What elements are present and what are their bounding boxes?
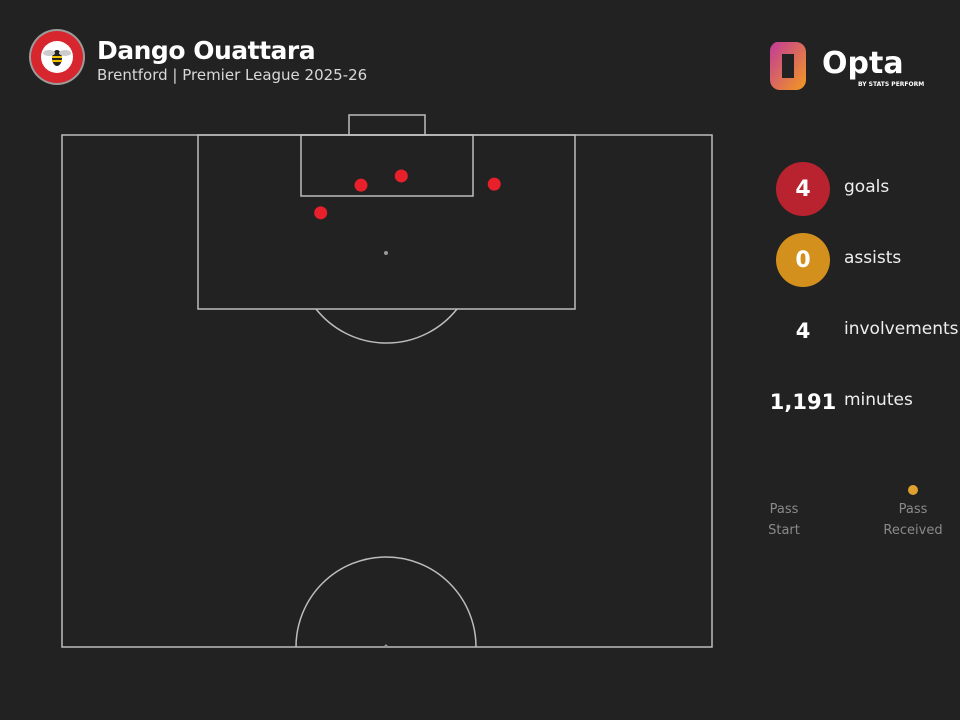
- goal-marker: [394, 169, 408, 183]
- goal-marker: [487, 177, 501, 191]
- brentford-badge: [29, 29, 85, 85]
- penalty-box: [197, 134, 576, 310]
- goal: [348, 114, 426, 136]
- six-yard-box: [300, 134, 474, 197]
- legend-start-line1: Pass: [769, 502, 799, 517]
- legend-end-line1: Pass: [898, 502, 928, 517]
- minutes-label: minutes: [844, 390, 913, 410]
- involvements-label: involvements: [844, 319, 959, 339]
- center-circle: [295, 556, 477, 648]
- penalty-arc: [315, 308, 458, 344]
- pass-end-dot: [908, 485, 918, 495]
- opta-byline: BY STATS PERFORM: [858, 81, 925, 88]
- stat-minutes: 1,191 minutes: [769, 375, 960, 429]
- minutes-value: 1,191: [769, 390, 837, 414]
- assists-label: assists: [844, 248, 902, 268]
- legend-pass-start: Pass Start: [758, 499, 810, 541]
- center-spot: [384, 644, 388, 648]
- goals-value: 4: [776, 162, 830, 216]
- involvements-value: 4: [795, 319, 811, 343]
- opta-logo: Opta BY STATS PERFORM: [768, 40, 924, 96]
- goal-marker: [354, 178, 368, 192]
- opta-mark-icon: [769, 42, 806, 90]
- goals-label: goals: [844, 177, 890, 197]
- penalty-spot: [384, 251, 388, 255]
- pitch-outline: [61, 134, 713, 648]
- legend-start-line2: Start: [768, 523, 800, 538]
- stat-goals: 4 goals: [776, 162, 960, 216]
- legend-end-line2: Received: [883, 523, 943, 538]
- goal-marker: [314, 206, 328, 220]
- stat-involvements: 4 involvements: [776, 304, 960, 358]
- player-name: Dango Ouattara: [97, 36, 316, 65]
- legend-pass-received: Pass Received: [878, 499, 948, 541]
- pass-legend-line: [784, 485, 918, 495]
- opta-wordmark: Opta: [822, 46, 904, 81]
- assists-value: 0: [776, 233, 830, 287]
- team-competition: Brentford | Premier League 2025-26: [97, 66, 368, 84]
- stat-assists: 0 assists: [776, 233, 960, 287]
